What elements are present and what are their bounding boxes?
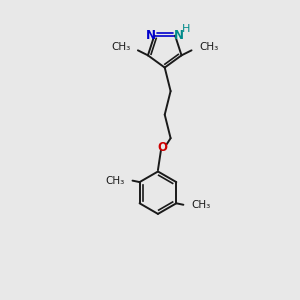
Text: CH₃: CH₃ bbox=[105, 176, 124, 186]
Text: N: N bbox=[146, 28, 156, 41]
Text: O: O bbox=[158, 141, 167, 154]
Text: CH₃: CH₃ bbox=[199, 42, 218, 52]
Text: CH₃: CH₃ bbox=[192, 200, 211, 210]
Text: H: H bbox=[182, 24, 190, 34]
Text: N: N bbox=[174, 28, 184, 41]
Text: CH₃: CH₃ bbox=[111, 42, 130, 52]
